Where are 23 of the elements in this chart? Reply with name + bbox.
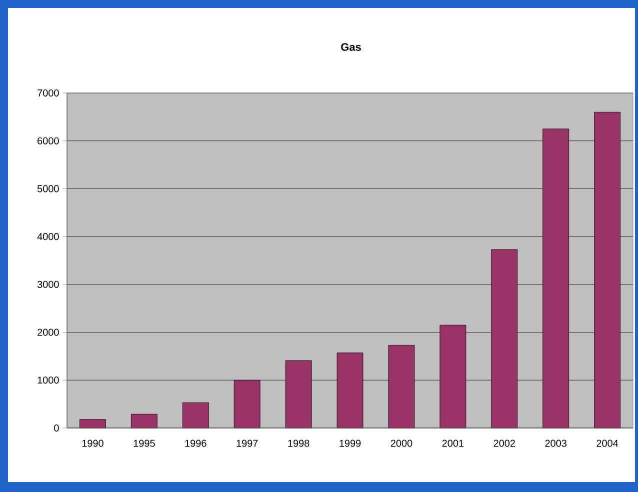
y-tick-label: 4000 <box>37 233 59 240</box>
x-tick-label: 1998 <box>288 440 310 447</box>
x-tick-label: 2002 <box>494 440 515 447</box>
x-tick-label: 1990 <box>82 440 104 447</box>
y-tick-label: 3000 <box>37 280 59 288</box>
x-tick-label: 2003 <box>545 440 566 447</box>
x-tick-label: 2001 <box>442 440 464 447</box>
chart-title: Gas <box>341 43 361 51</box>
y-tick-label: 5000 <box>37 185 59 192</box>
x-tick-label: 1997 <box>236 440 258 447</box>
x-tick-label: 2004 <box>596 440 618 447</box>
bar <box>80 419 106 428</box>
bar <box>130 414 158 428</box>
x-tick-label: 1999 <box>340 440 361 447</box>
bar <box>182 402 209 428</box>
y-tick-label: 1000 <box>38 376 59 384</box>
y-tick-label: 2000 <box>38 328 59 336</box>
x-tick-label: 1995 <box>134 440 155 447</box>
x-tick-label: 1996 <box>185 440 206 447</box>
y-tick-label: 6000 <box>38 137 59 144</box>
x-tick-label: 2000 <box>390 440 412 447</box>
y-tick-label: 0 <box>54 424 59 432</box>
y-tick-label: 7000 <box>38 89 59 97</box>
